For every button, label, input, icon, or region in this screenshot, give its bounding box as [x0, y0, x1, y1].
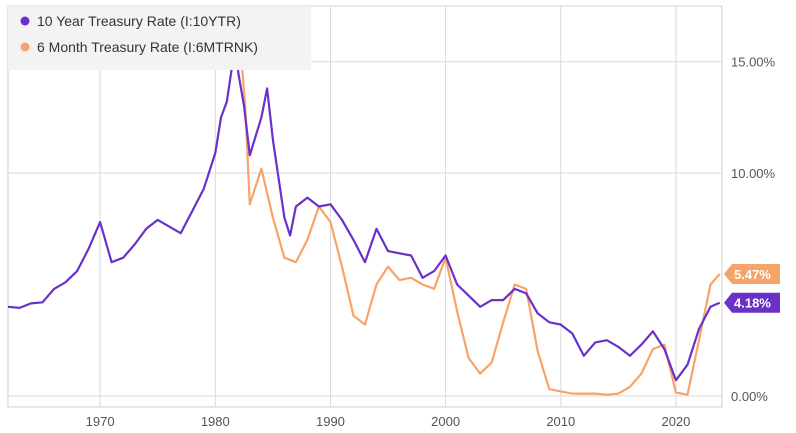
series-line-10-year — [7, 42, 721, 382]
legend-entry[interactable]: 10 Year Treasury Rate (I:10YTR) — [37, 13, 241, 29]
y-tick-label: 15.00% — [731, 55, 776, 70]
legend-marker — [20, 42, 30, 52]
axis-labels: 0.00% 10.00% 15.00% 1970 1980 1990 2000 2010 202… — [86, 55, 776, 429]
end-label-10-year: 4.18% — [724, 292, 780, 313]
end-label-tag — [724, 292, 780, 313]
series-lines — [7, 42, 721, 396]
y-tick-label: 10.00% — [731, 166, 776, 181]
end-label-text: 4.18% — [734, 296, 771, 311]
x-tick-label: 1980 — [201, 414, 230, 429]
legend-entry[interactable]: 6 Month Treasury Rate (I:6MTRNK) — [37, 39, 258, 55]
x-tick-label: 2010 — [546, 414, 575, 429]
end-label-text: 5.47% — [734, 267, 771, 282]
x-tick-label: 1970 — [86, 414, 115, 429]
legend-background — [8, 6, 311, 70]
end-value-labels: 4.18% 5.47% — [724, 264, 780, 313]
end-label-tag — [724, 264, 780, 285]
x-tick-label: 2000 — [431, 414, 460, 429]
legend-marker — [20, 16, 30, 26]
legend: 10 Year Treasury Rate (I:10YTR) 6 Month T… — [8, 6, 311, 70]
series-line-6-month — [239, 48, 721, 396]
y-tick-label: 0.00% — [731, 389, 768, 404]
end-label-6-month: 5.47% — [724, 264, 780, 285]
plot-frame — [7, 5, 723, 408]
x-tick-label: 2020 — [661, 414, 690, 429]
gridlines — [7, 5, 723, 408]
x-tick-label: 1990 — [316, 414, 345, 429]
